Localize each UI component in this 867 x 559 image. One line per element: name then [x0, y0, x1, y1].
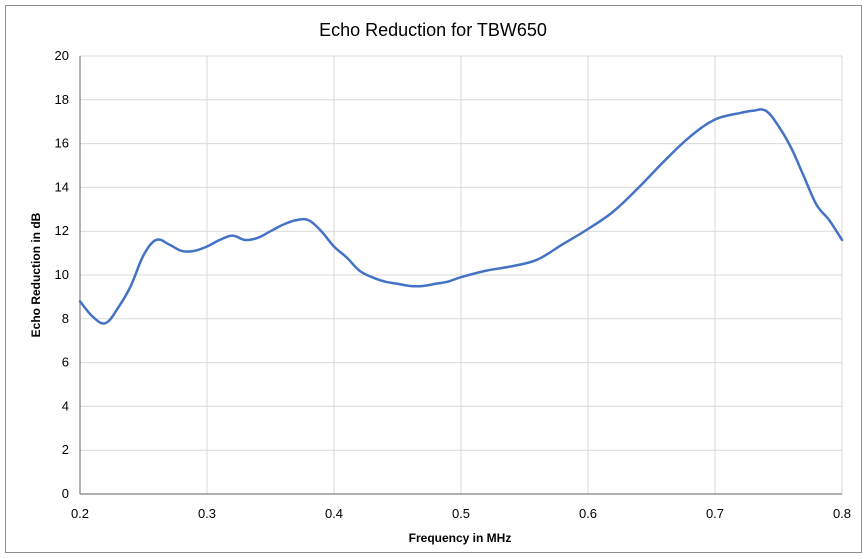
x-tick-label: 0.3 [198, 506, 216, 521]
y-tick-label: 16 [55, 136, 69, 151]
tick-labels: 0.2 0.3 0.4 0.5 0.6 0.7 0.8 0 2 4 6 8 10 12 14 16 18 20 [55, 48, 852, 521]
y-tick-label: 20 [55, 48, 69, 63]
y-tick-label: 4 [62, 398, 69, 413]
grid-lines [80, 55, 843, 494]
y-tick-label: 12 [55, 223, 69, 238]
x-tick-label: 0.2 [71, 506, 89, 521]
series-group [78, 108, 844, 325]
y-tick-label: 14 [55, 179, 69, 194]
echo-reduction-series-line [78, 108, 844, 325]
y-axis-title: Echo Reduction in dB [29, 212, 43, 337]
x-tick-label: 0.5 [452, 506, 470, 521]
y-tick-label: 8 [62, 311, 69, 326]
y-tick-label: 6 [62, 355, 69, 370]
chart-title: Echo Reduction for TBW650 [319, 20, 547, 40]
x-tick-label: 0.4 [325, 506, 343, 521]
y-tick-label: 2 [62, 442, 69, 457]
axes [79, 56, 842, 495]
y-tick-label: 18 [55, 92, 69, 107]
chart-frame [5, 5, 862, 553]
x-axis-title: Frequency in MHz [409, 531, 512, 545]
x-tick-label: 0.7 [706, 506, 724, 521]
x-tick-label: 0.6 [579, 506, 597, 521]
y-tick-label: 10 [55, 267, 69, 282]
x-tick-label: 0.8 [833, 506, 851, 521]
y-tick-label: 0 [62, 486, 69, 501]
